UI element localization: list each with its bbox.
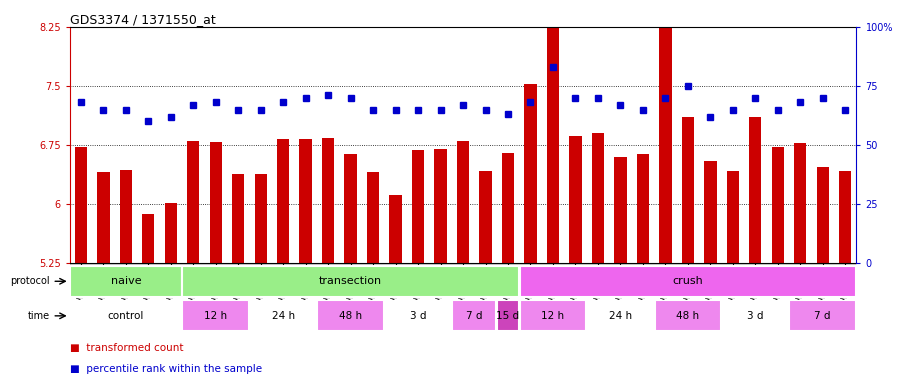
Bar [75, 147, 87, 263]
Bar [587, 301, 654, 331]
Bar [660, 13, 671, 263]
Text: transection: transection [319, 276, 382, 286]
Text: 15 d: 15 d [496, 311, 519, 321]
Text: 7 d: 7 d [814, 311, 831, 321]
Bar [277, 139, 289, 263]
Text: 12 h: 12 h [541, 311, 564, 321]
Bar [839, 171, 851, 263]
Bar [385, 301, 452, 331]
Bar [97, 172, 110, 263]
Bar [434, 149, 447, 263]
Bar [547, 27, 559, 263]
Bar [317, 301, 384, 331]
Text: 48 h: 48 h [676, 311, 700, 321]
Bar [232, 174, 245, 263]
Text: 7 d: 7 d [466, 311, 483, 321]
Text: 48 h: 48 h [339, 311, 362, 321]
Bar [794, 143, 806, 263]
Bar [704, 161, 716, 263]
Bar [592, 133, 605, 263]
Bar [519, 301, 586, 331]
Bar [367, 172, 379, 263]
Text: 3 d: 3 d [747, 311, 764, 321]
Bar [412, 150, 424, 263]
Bar [182, 266, 518, 296]
Text: ■  transformed count: ■ transformed count [70, 343, 183, 353]
Text: 24 h: 24 h [272, 311, 295, 321]
Bar [790, 301, 856, 331]
Bar [816, 167, 829, 263]
Bar [70, 301, 181, 331]
Bar [569, 136, 582, 263]
Bar [497, 301, 518, 331]
Bar [142, 214, 155, 263]
Bar [389, 195, 402, 263]
Bar [524, 84, 537, 263]
Bar [519, 266, 856, 296]
Text: 12 h: 12 h [204, 311, 227, 321]
Text: GDS3374 / 1371550_at: GDS3374 / 1371550_at [70, 13, 215, 26]
Bar [120, 170, 132, 263]
Bar [726, 171, 739, 263]
Bar [187, 141, 200, 263]
Bar [165, 203, 177, 263]
Bar [344, 154, 357, 263]
Text: ■  percentile rank within the sample: ■ percentile rank within the sample [70, 364, 262, 374]
Bar [70, 266, 181, 296]
Text: 3 d: 3 d [409, 311, 426, 321]
Text: control: control [108, 311, 144, 321]
Bar [322, 138, 334, 263]
Bar [682, 118, 694, 263]
Bar [637, 154, 649, 263]
Bar [749, 118, 761, 263]
Text: 24 h: 24 h [609, 311, 632, 321]
Bar [457, 141, 469, 263]
Bar [255, 174, 267, 263]
Bar [615, 157, 627, 263]
Bar [722, 301, 789, 331]
Text: protocol: protocol [10, 276, 50, 286]
Bar [210, 142, 222, 263]
Bar [250, 301, 316, 331]
Bar [502, 153, 514, 263]
Text: naive: naive [111, 276, 141, 286]
Text: crush: crush [672, 276, 703, 286]
Bar [771, 147, 784, 263]
Text: time: time [27, 311, 50, 321]
Bar [655, 301, 721, 331]
Bar [479, 171, 492, 263]
Bar [453, 301, 496, 331]
Bar [300, 139, 311, 263]
Bar [182, 301, 249, 331]
